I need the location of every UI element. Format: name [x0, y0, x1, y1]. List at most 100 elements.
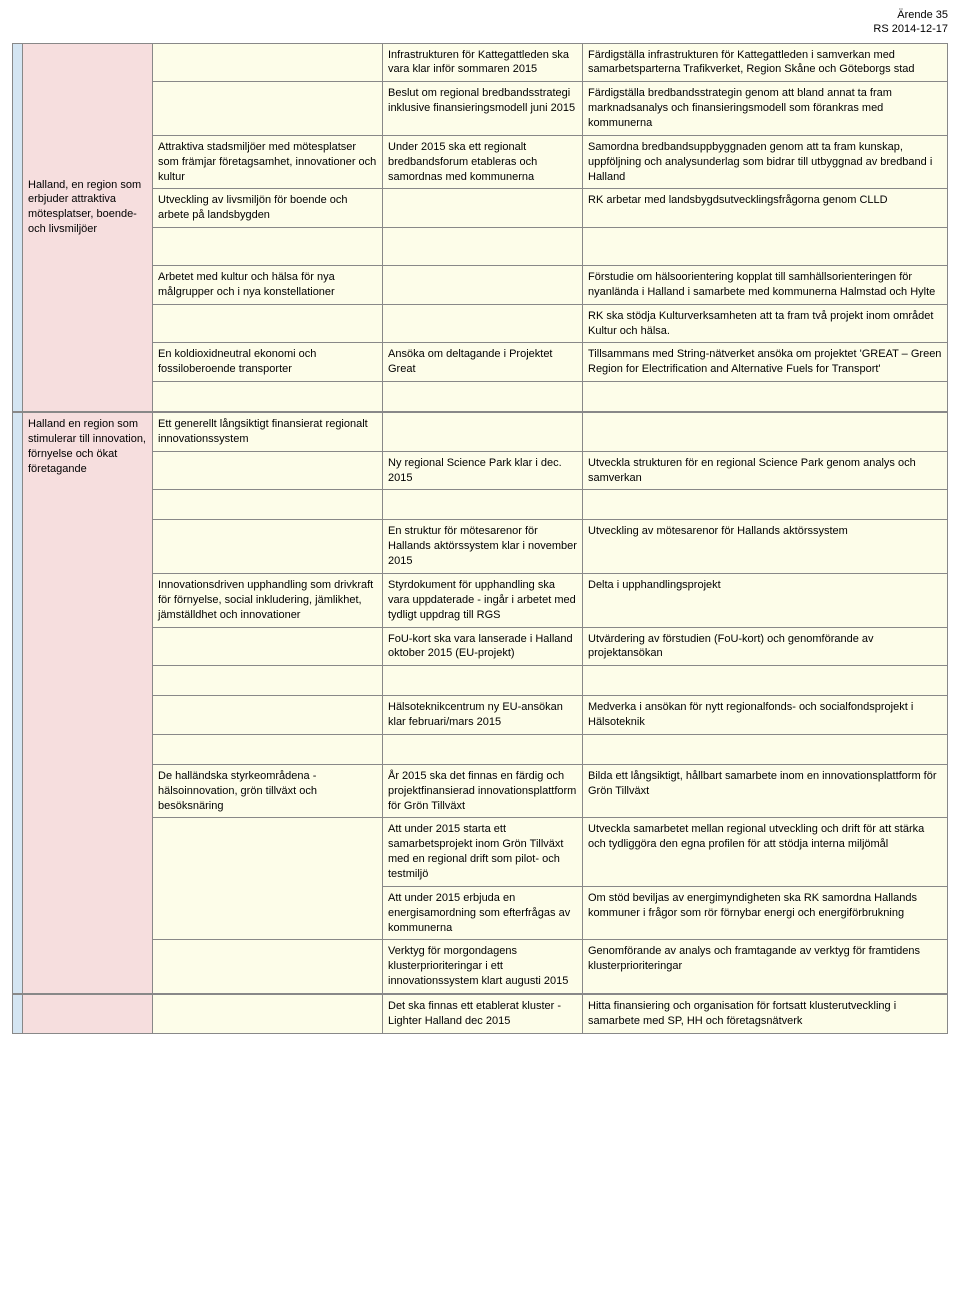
cell-c3: [153, 696, 383, 735]
cell-c3: [153, 940, 383, 994]
empty-cell: [583, 666, 948, 696]
empty-cell: [583, 228, 948, 266]
empty-cell: [583, 490, 948, 520]
table-row: Attraktiva stadsmiljöer med mötesplatser…: [13, 135, 948, 189]
spacer-row: [13, 734, 948, 764]
spacer-row: [13, 228, 948, 266]
blue-band: [13, 994, 23, 1033]
cell-c4: FoU-kort ska vara lanserade i Halland ok…: [383, 627, 583, 666]
table-row: Innovationsdriven upphandling som drivkr…: [13, 574, 948, 628]
region-label: Halland, en region som erbjuder attrakti…: [28, 179, 141, 236]
empty-cell: [383, 666, 583, 696]
cell-c5: Utvärdering av förstudien (FoU-kort) och…: [583, 627, 948, 666]
spacer-row: [13, 666, 948, 696]
empty-cell: [153, 382, 383, 412]
cell-c4: Det ska finnas ett etablerat kluster - L…: [383, 994, 583, 1033]
table-row: Arbetet med kultur och hälsa för nya mål…: [13, 266, 948, 305]
cell-c3: [153, 818, 383, 940]
empty-cell: [583, 382, 948, 412]
pink-label-cell: Halland, en region som erbjuder attrakti…: [23, 43, 153, 412]
table-row: Halland en region som stimulerar till in…: [13, 413, 948, 452]
blue-band: [13, 413, 23, 994]
spacer-row: [13, 490, 948, 520]
cell-c4: Verktyg för morgondagens klusterpriorite…: [383, 940, 583, 994]
cell-c4: Att under 2015 erbjuda en energisamordni…: [383, 886, 583, 940]
cell-c3: Utveckling av livsmiljön för boende och …: [153, 189, 383, 228]
cell-c4: Hälsoteknikcentrum ny EU-ansökan klar fe…: [383, 696, 583, 735]
cell-c5: RK ska stödja Kulturverksamheten att ta …: [583, 304, 948, 343]
cell-c4: Under 2015 ska ett regionalt bredbandsfo…: [383, 135, 583, 189]
empty-cell: [583, 734, 948, 764]
cell-c5: Utveckla strukturen för en regional Scie…: [583, 451, 948, 490]
cell-c5: Om stöd beviljas av energimyndigheten sk…: [583, 886, 948, 940]
table-row: Verktyg för morgondagens klusterpriorite…: [13, 940, 948, 994]
cell-c5: Hitta finansiering och organisation för …: [583, 994, 948, 1033]
table-row: Att under 2015 starta ett samarbetsproje…: [13, 818, 948, 886]
empty-cell: [153, 734, 383, 764]
empty-cell: [153, 490, 383, 520]
header-line-1: Ärende 35: [12, 8, 948, 22]
cell-c4: [383, 413, 583, 452]
empty-cell: [153, 228, 383, 266]
plan-table-section-1: Halland, en region som erbjuder attrakti…: [12, 43, 948, 413]
cell-c3: Arbetet med kultur och hälsa för nya mål…: [153, 266, 383, 305]
cell-c5: Förstudie om hälsoorientering kopplat ti…: [583, 266, 948, 305]
empty-cell: [383, 228, 583, 266]
cell-c5: Utveckling av mötesarenor för Hallands a…: [583, 520, 948, 574]
cell-c3: [153, 994, 383, 1033]
cell-c3: [153, 304, 383, 343]
cell-c3: [153, 627, 383, 666]
cell-c3: Innovationsdriven upphandling som drivkr…: [153, 574, 383, 628]
cell-c5: Medverka i ansökan för nytt regionalfond…: [583, 696, 948, 735]
spacer-row: [13, 382, 948, 412]
cell-c4: År 2015 ska det finnas en färdig och pro…: [383, 764, 583, 818]
cell-c5: Utveckla samarbetet mellan regional utve…: [583, 818, 948, 886]
cell-c5: Samordna bredbandsuppbyggnaden genom att…: [583, 135, 948, 189]
cell-c3: [153, 520, 383, 574]
pink-label-cell: [23, 994, 153, 1033]
cell-c3: [153, 82, 383, 136]
region-label: Halland en region som stimulerar till in…: [28, 418, 146, 475]
cell-c5: [583, 413, 948, 452]
cell-c3: [153, 43, 383, 82]
blue-band: [13, 43, 23, 412]
cell-c4: En struktur för mötesarenor för Hallands…: [383, 520, 583, 574]
document-page: Ärende 35 RS 2014-12-17 Halland, en regi…: [0, 0, 960, 1054]
cell-c4: [383, 266, 583, 305]
table-row: FoU-kort ska vara lanserade i Halland ok…: [13, 627, 948, 666]
empty-cell: [383, 382, 583, 412]
cell-c4: Ansöka om deltagande i Projektet Great: [383, 343, 583, 382]
cell-c4: Ny regional Science Park klar i dec. 201…: [383, 451, 583, 490]
cell-c5: Färdigställa infrastrukturen för Kattega…: [583, 43, 948, 82]
header-line-2: RS 2014-12-17: [12, 22, 948, 36]
empty-cell: [153, 666, 383, 696]
plan-table-section-2: Halland en region som stimulerar till in…: [12, 412, 948, 994]
cell-c5: Genomförande av analys och framtagande a…: [583, 940, 948, 994]
table-row: En koldioxidneutral ekonomi och fossilob…: [13, 343, 948, 382]
cell-c5: Delta i upphandlingsprojekt: [583, 574, 948, 628]
empty-cell: [383, 490, 583, 520]
cell-c3: Attraktiva stadsmiljöer med mötesplatser…: [153, 135, 383, 189]
cell-c3: [153, 451, 383, 490]
cell-c4: Beslut om regional bredbandsstrategi ink…: [383, 82, 583, 136]
cell-c5: Färdigställa bredbandsstrategin genom at…: [583, 82, 948, 136]
table-row: Hälsoteknikcentrum ny EU-ansökan klar fe…: [13, 696, 948, 735]
table-row: En struktur för mötesarenor för Hallands…: [13, 520, 948, 574]
cell-c4: Styrdokument för upphandling ska vara up…: [383, 574, 583, 628]
table-row: RK ska stödja Kulturverksamheten att ta …: [13, 304, 948, 343]
cell-c4: Att under 2015 starta ett samarbetsproje…: [383, 818, 583, 886]
document-header: Ärende 35 RS 2014-12-17: [12, 8, 948, 37]
table-row: Det ska finnas ett etablerat kluster - L…: [13, 994, 948, 1033]
empty-cell: [383, 734, 583, 764]
cell-c3: Ett generellt långsiktigt finansierat re…: [153, 413, 383, 452]
cell-c3: En koldioxidneutral ekonomi och fossilob…: [153, 343, 383, 382]
cell-c5: Tillsammans med String-nätverket ansöka …: [583, 343, 948, 382]
table-row: Utveckling av livsmiljön för boende och …: [13, 189, 948, 228]
table-row: Halland, en region som erbjuder attrakti…: [13, 43, 948, 82]
table-row: Beslut om regional bredbandsstrategi ink…: [13, 82, 948, 136]
cell-c5: Bilda ett långsiktigt, hållbart samarbet…: [583, 764, 948, 818]
table-row: Ny regional Science Park klar i dec. 201…: [13, 451, 948, 490]
table-row: De halländska styrkeområdena - hälsoinno…: [13, 764, 948, 818]
cell-c4: [383, 189, 583, 228]
cell-c4: Infrastrukturen för Kattegattleden ska v…: [383, 43, 583, 82]
